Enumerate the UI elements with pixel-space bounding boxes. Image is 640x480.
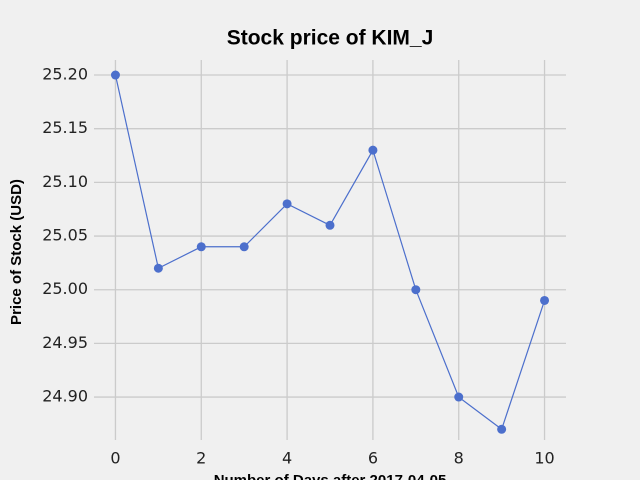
point bbox=[411, 285, 421, 295]
point bbox=[282, 199, 292, 209]
y-tick-label: 25.20 bbox=[42, 65, 88, 84]
point bbox=[153, 263, 163, 273]
x-tick-label: 2 bbox=[196, 449, 206, 468]
y-tick-label: 25.05 bbox=[42, 226, 88, 245]
x-tick-label: 8 bbox=[454, 449, 464, 468]
point bbox=[196, 242, 206, 252]
y-axis-label: Price of Stock (USD) bbox=[8, 179, 25, 325]
chart-title: Stock price of KIM_J bbox=[227, 27, 434, 50]
point bbox=[325, 220, 335, 230]
x-tick-label: 0 bbox=[110, 449, 120, 468]
y-tick-label: 25.10 bbox=[42, 172, 88, 191]
point bbox=[110, 70, 120, 80]
point bbox=[454, 392, 464, 402]
point bbox=[540, 295, 550, 305]
y-tick-label: 24.95 bbox=[42, 333, 88, 352]
plot bbox=[110, 70, 550, 434]
x-axis-label: Number of Days after 2017-04-05 bbox=[214, 472, 447, 480]
y-tick-label: 25.00 bbox=[42, 279, 88, 298]
point bbox=[497, 424, 507, 434]
x-tick-label: 4 bbox=[282, 449, 292, 468]
point bbox=[239, 242, 249, 252]
grid: 25.20 25.15 25.10 25.05 25.00 24.95 24.90 0 2 4 6 8… bbox=[42, 60, 566, 468]
y-tick-label: 24.90 bbox=[42, 387, 88, 406]
point bbox=[368, 145, 378, 155]
x-tick-label: 6 bbox=[368, 449, 378, 468]
y-tick-label: 25.15 bbox=[42, 118, 88, 137]
x-tick-label: 10 bbox=[534, 449, 554, 468]
